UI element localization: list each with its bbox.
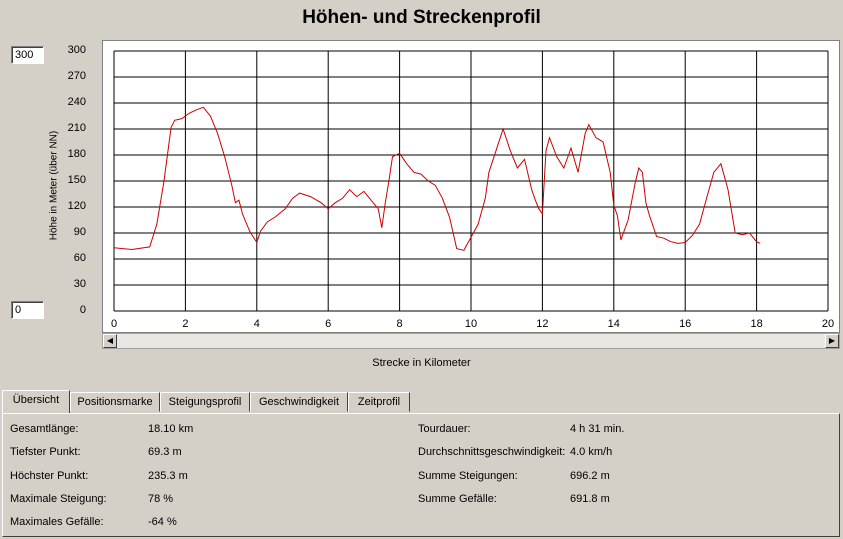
stat-value: 691.8 m [570,493,610,505]
scroll-right-button[interactable]: ▶ [825,334,839,348]
tab-steigungsprofil[interactable]: Steigungsprofil [160,392,250,412]
tab-geschwindigkeit[interactable]: Geschwindigkeit [250,392,348,412]
stat-label: Summe Gefälle: [418,493,497,505]
stat-value: 69.3 m [148,446,182,458]
y-tick-label: 240 [67,96,86,108]
y-tick-label: 60 [73,252,86,264]
x-tick-label: 16 [679,318,692,330]
x-axis-label: Strecke in Kilometer [372,357,471,369]
stat-label: Maximales Gefälle: [10,516,104,528]
tab-uebersicht[interactable]: Übersicht [2,390,70,413]
stat-value: 235.3 m [148,470,188,482]
y-tick-label: 150 [67,174,86,186]
y-tick-label: 210 [67,122,86,134]
stat-label: Höchster Punkt: [10,470,89,482]
x-tick-label: 8 [396,318,403,330]
y-tick-label: 90 [73,226,86,238]
x-tick-label: 4 [253,318,260,330]
horizontal-scrollbar[interactable]: ◀ ▶ [102,333,840,349]
stat-value: -64 % [148,516,177,528]
stat-label: Tourdauer: [418,423,471,435]
x-tick-label: 10 [464,318,478,330]
scroll-left-button[interactable]: ◀ [103,334,117,348]
stat-value: 696.2 m [570,470,610,482]
y-tick-label: 30 [73,278,86,290]
stat-label: Maximale Steigung: [10,493,107,505]
elevation-line [113,106,761,251]
y-tick-label: 180 [67,148,86,160]
stat-value: 78 % [148,493,174,505]
stat-label: Gesamtlänge: [10,423,79,435]
page-title: Höhen- und Streckenprofil [302,7,541,28]
y-tick-label: 0 [79,304,86,316]
y-axis-label: Höhe in Meter (über NN) [48,130,60,241]
stat-value: 4 h 31 min. [570,423,625,435]
x-tick-label: 6 [325,318,332,330]
x-tick-label: 14 [607,318,620,330]
x-tick-label: 12 [536,318,549,330]
x-tick-label: 0 [110,318,118,330]
stat-label: Tiefster Punkt: [10,446,81,458]
tab-zeitprofil[interactable]: Zeitprofil [348,392,410,412]
stat-value: 18.10 km [148,423,194,435]
x-tick-label: 20 [821,318,835,330]
y-max-input[interactable] [11,46,44,64]
y-min-input[interactable] [11,301,44,319]
y-tick-label: 270 [67,70,86,82]
stat-label: Summe Steigungen: [418,470,518,482]
y-tick-label: 300 [67,44,86,56]
elevation-chart [113,50,829,312]
x-tick-label: 2 [182,318,189,330]
y-tick-label: 120 [67,200,86,212]
tab-positionsmarke[interactable]: Positionsmarke [70,392,160,412]
overview-panel: Gesamtlänge: 18.10 km Tiefster Punkt: 69… [2,413,840,537]
stat-value: 4.0 km/h [570,446,613,458]
stat-label: Durchschnittsgeschwindigkeit: [418,446,566,458]
x-tick-label: 18 [750,318,763,330]
